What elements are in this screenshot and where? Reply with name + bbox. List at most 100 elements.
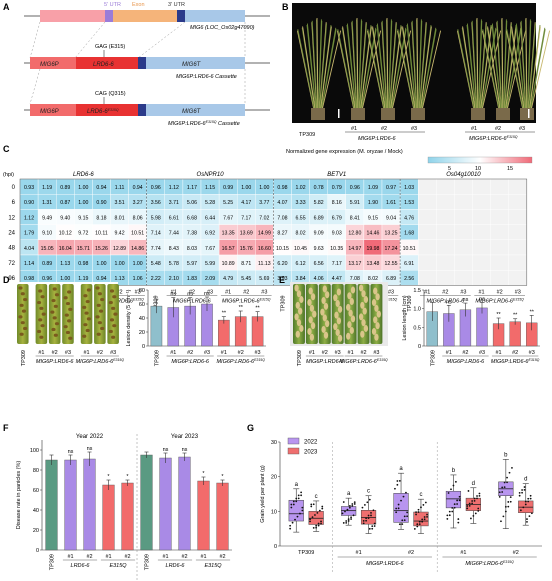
data-point: [297, 494, 300, 497]
data-point: [507, 501, 510, 503]
lesion: [309, 333, 315, 341]
heat-value: 9.72: [78, 231, 88, 237]
lesion: [337, 334, 343, 342]
significance: ns: [163, 447, 169, 453]
col-label: #2: [116, 289, 122, 295]
bar: [102, 484, 115, 551]
data-point: [321, 507, 324, 510]
data-point: [394, 487, 396, 490]
x-tick-label: #2: [181, 554, 187, 560]
lesion: [375, 293, 380, 301]
heat-value: 1.83: [187, 276, 197, 282]
data-point: [448, 514, 451, 517]
lesion: [67, 290, 72, 294]
gene-header-3: BETV1: [327, 172, 346, 178]
data-point: [426, 513, 428, 516]
data-point: [506, 481, 508, 484]
leaf: [318, 284, 331, 344]
lesion: [295, 301, 300, 309]
data-point: [400, 499, 402, 502]
bar: [45, 459, 58, 551]
data-point: [509, 500, 512, 503]
x-group-label: LRD6-6: [71, 563, 91, 569]
scale-bar: [528, 109, 530, 118]
lesion: [322, 314, 327, 322]
data-point: [310, 503, 313, 506]
lesion: [308, 316, 313, 324]
heat-cell: [472, 209, 491, 225]
leaf: [107, 284, 119, 344]
b-line-1b: #1: [471, 126, 477, 132]
heat-value: 1.12: [169, 185, 179, 191]
heat-cell: [472, 270, 491, 286]
data-point: [508, 471, 511, 474]
lesion: [325, 320, 330, 328]
lesion: [350, 286, 356, 294]
data-point: [418, 523, 421, 526]
lesion: [50, 310, 55, 314]
lesion: [349, 298, 354, 306]
x-tick-label: TP309: [430, 350, 436, 366]
plant-3: [366, 17, 412, 120]
heat-value: 19.98: [366, 246, 379, 252]
data-point: [368, 498, 371, 501]
plant-4: [396, 17, 442, 120]
heat-value: 7.08: [277, 215, 287, 221]
leaf: [62, 284, 74, 344]
lesion: [83, 323, 88, 327]
data-point: [466, 505, 469, 507]
lrd6-block-wt: [76, 57, 138, 69]
data-point: [309, 518, 311, 521]
heat-value: 10.45: [294, 246, 307, 252]
data-point: [476, 497, 478, 500]
lesion: [309, 304, 315, 312]
heat-value: 1.00: [114, 261, 124, 267]
exon-label: Exon: [132, 2, 145, 8]
heat-value: 6.91: [404, 261, 414, 267]
data-point: [451, 507, 454, 509]
leaf: [357, 284, 370, 344]
lesion: [346, 303, 351, 311]
col-label: #2: [243, 289, 249, 295]
heat-value: 1.31: [42, 200, 52, 206]
panel-label-f: F: [3, 423, 9, 433]
leaf-photo-d: TP309 #1 #2 #3 #1 #2 #3 MIG6P:LRD6-6 MIG6P:LRD6-…: [14, 282, 124, 366]
data-point: [416, 525, 419, 528]
leaf-group-label: MIG6P:LRD6-6: [306, 359, 345, 365]
heat-cell: [508, 224, 528, 241]
legend-swatch-2022: [287, 437, 300, 445]
significance: **: [496, 312, 501, 318]
lesion: [299, 324, 304, 332]
y-axis-label: Lesion length (cm): [402, 295, 408, 340]
data-point: [342, 522, 345, 524]
significance-letter: c: [419, 492, 422, 498]
data-point: [423, 516, 426, 518]
data-point: [367, 517, 370, 519]
heat-value: 6.61: [169, 215, 179, 221]
utr3-label: 3' UTR: [168, 2, 185, 8]
data-point: [290, 503, 293, 506]
data-point: [476, 495, 478, 497]
pot-4: [411, 108, 425, 120]
year-2022-label: Year 2022: [76, 434, 104, 440]
data-point: [518, 491, 521, 494]
x-tick-label: #2: [86, 554, 92, 560]
lesion: [320, 308, 325, 316]
lesion: [299, 296, 304, 304]
heat-cell: [490, 178, 509, 195]
data-point: [290, 506, 293, 509]
heat-cell: [418, 239, 437, 256]
data-point: [524, 503, 527, 506]
heat-frame: [19, 178, 528, 286]
data-point: [522, 506, 525, 509]
significance: **: [513, 313, 518, 319]
lesion: [113, 312, 118, 316]
heat-value: 0.97: [386, 185, 396, 191]
heat-value: 8.27: [277, 231, 287, 237]
x-group-label: MIG6P:LRD6-6E315Q: [465, 560, 514, 567]
col-label: #3: [135, 289, 141, 295]
significance: *: [202, 471, 205, 477]
heat-value: 9.63: [314, 246, 324, 252]
data-point: [406, 511, 409, 514]
data-point: [402, 495, 405, 498]
